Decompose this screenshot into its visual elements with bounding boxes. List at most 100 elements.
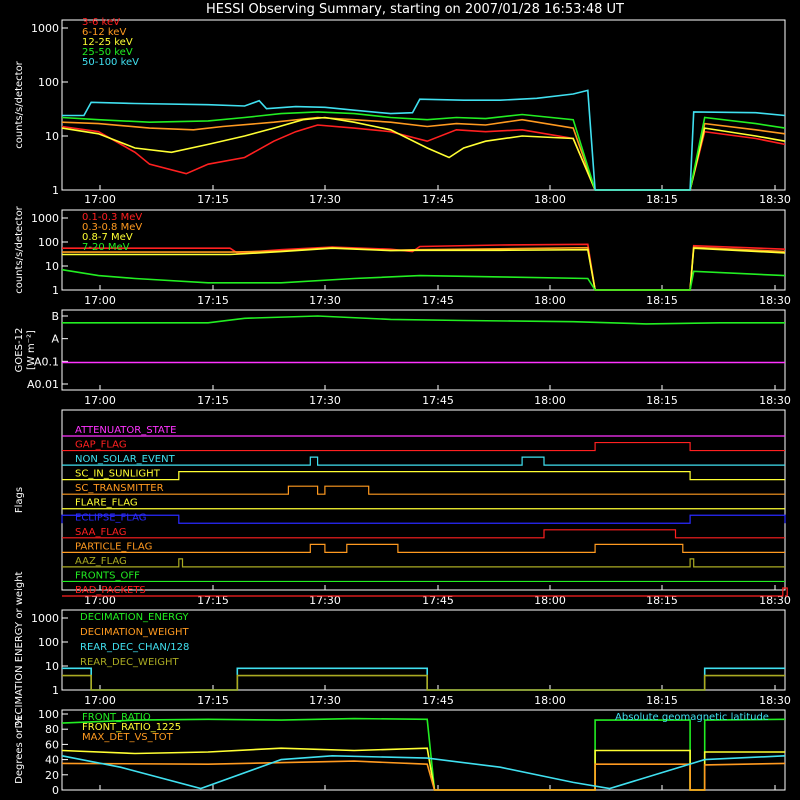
x-tick-label: 18:30 <box>759 294 791 307</box>
x-tick-label: 17:30 <box>309 594 341 607</box>
y-tick-label: 1000 <box>31 612 59 625</box>
flag-label: ATTENUATOR_STATE <box>75 425 176 436</box>
y-tick-label: 1 <box>52 684 59 697</box>
y-tick-label: 1000 <box>31 22 59 35</box>
x-tick-label: 17:15 <box>197 694 229 707</box>
flag-line <box>62 471 785 481</box>
flag-line <box>62 587 788 597</box>
panel-frame <box>61 19 786 191</box>
x-tick-label: 17:45 <box>422 594 454 607</box>
y-tick-label: 100 <box>38 76 59 89</box>
y-tick-label: 100 <box>38 636 59 649</box>
flag-line <box>61 514 786 524</box>
x-tick-label: 17:30 <box>309 694 341 707</box>
y-tick-label: 20 <box>45 769 59 782</box>
y-tick-label: 1 <box>52 184 59 197</box>
panel-frame <box>61 709 786 791</box>
x-tick-label: 17:45 <box>422 193 454 206</box>
chart-title: HESSI Observing Summary, starting on 200… <box>206 2 624 17</box>
legend-entry: 0.8-7 MeV <box>82 232 133 243</box>
legend-entry: 12-25 keV <box>82 37 133 48</box>
y-axis-label: DECIMATION ENERGY or weight <box>14 571 25 728</box>
legend-entry: DECIMATION_WEIGHT <box>80 627 189 638</box>
x-tick-label: 18:30 <box>759 594 791 607</box>
legend-entry: 0.3-0.8 MeV <box>82 222 142 233</box>
series-line-green <box>61 268 786 291</box>
annotation-label: Absolute geomagnetic latitude <box>615 712 769 723</box>
x-tick-label: 17:45 <box>422 294 454 307</box>
y-tick-label: A <box>51 333 59 346</box>
flag-label: SC_TRANSMITTER <box>75 483 164 494</box>
y-tick-label: 100 <box>38 708 59 721</box>
flag-label: NON_SOLAR_EVENT <box>75 454 176 465</box>
x-tick-label: 17:15 <box>197 294 229 307</box>
panel-ratios: Degrees or % 0 20 40 60 80 100 FRONT_RATIOFRONT… <box>14 708 786 797</box>
legend-entry: FRONT_RATIO_1225 <box>82 722 181 733</box>
x-tick-label: 18:15 <box>646 594 678 607</box>
x-tick-label: 18:00 <box>534 594 566 607</box>
flag-line <box>62 543 785 553</box>
x-tick-label: 17:45 <box>422 694 454 707</box>
panel-goes: 17:00 17:15 17:30 17:45 18:00 18:15 18:30 GOES-… <box>14 309 791 407</box>
x-tick-label: 18:30 <box>759 394 791 407</box>
y-tick-label: 10 <box>45 260 59 273</box>
y-axis-unit: [W m⁻²] <box>26 330 37 370</box>
legend-entry: 0.1-0.3 MeV <box>82 212 142 223</box>
x-tick-label: 18:30 <box>759 694 791 707</box>
x-tick-label: 18:00 <box>534 294 566 307</box>
x-tick-label: 17:30 <box>309 294 341 307</box>
x-tick-label: 17:30 <box>309 193 341 206</box>
panel-frame <box>61 209 786 291</box>
y-tick-label: 100 <box>38 236 59 249</box>
legend-entry: DECIMATION_ENERGY <box>80 612 189 623</box>
y-tick-label: 1000 <box>31 212 59 225</box>
x-tick-label: 17:45 <box>422 394 454 407</box>
x-tick-label: 18:15 <box>646 694 678 707</box>
y-tick-label: 40 <box>45 754 59 767</box>
x-tick-label: 17:15 <box>197 594 229 607</box>
x-tick-label: 18:15 <box>646 294 678 307</box>
legend-entry: REAR_DEC_CHAN/128 <box>80 642 189 653</box>
x-tick-label: 17:00 <box>84 394 116 407</box>
y-axis-label: GOES-12 <box>14 328 25 373</box>
panel-hi-energy: 17:00 17:15 17:30 17:45 18:00 18:15 18:30 count… <box>14 205 791 307</box>
flag-label: FRONTS_OFF <box>75 570 140 581</box>
legend-entry: FRONT_RATIO <box>82 712 151 723</box>
flag-label: SAA_FLAG <box>75 527 126 538</box>
y-axis-label: counts/s/detector <box>14 60 25 148</box>
y-tick-label: 80 <box>45 723 59 736</box>
y-axis-label: counts/s/detector <box>14 205 25 293</box>
series-line-orange <box>61 760 786 791</box>
x-tick-label: 17:00 <box>84 594 116 607</box>
x-tick-label: 18:00 <box>534 193 566 206</box>
panel-decimation: 17:00 17:15 17:30 17:45 18:00 18:15 18:30 DECIM… <box>14 571 791 728</box>
legend-entry: 7-20 MeV <box>82 242 130 253</box>
panel-frame <box>61 609 786 691</box>
series-line-olive <box>62 674 785 691</box>
flag-label: GAP_FLAG <box>75 440 127 451</box>
flag-label: SC_IN_SUNLIGHT <box>75 469 161 480</box>
legend-entry: 6-12 keV <box>82 27 126 38</box>
flag-line <box>62 529 785 539</box>
flag-label: PARTICLE_FLAG <box>75 541 152 552</box>
series-line-green <box>62 315 785 325</box>
x-tick-label: 18:15 <box>646 193 678 206</box>
flag-label: AAZ_FLAG <box>75 556 127 567</box>
x-tick-label: 18:15 <box>646 394 678 407</box>
x-tick-label: 17:30 <box>309 394 341 407</box>
y-axis-label: Degrees or % <box>14 716 25 784</box>
flag-line <box>62 456 785 466</box>
x-tick-label: 18:00 <box>534 394 566 407</box>
series-line-cyan <box>61 754 786 790</box>
panel-flags: 17:00 17:15 17:30 17:45 18:00 18:15 18:30 Flags… <box>14 409 791 607</box>
flag-label: ECLIPSE_FLAG <box>75 512 146 523</box>
panel-frame <box>61 309 786 391</box>
y-tick-label: B <box>51 310 59 323</box>
legend-entry: MAX_DET_VS_TOT <box>82 732 174 743</box>
x-tick-label: 17:00 <box>84 694 116 707</box>
series-line-cyan <box>62 89 786 191</box>
y-tick-label: A0.01 <box>27 378 59 391</box>
flag-label: BAD_PACKETS <box>75 585 146 596</box>
legend-entry: REAR_DEC_WEIGHT <box>80 657 179 668</box>
